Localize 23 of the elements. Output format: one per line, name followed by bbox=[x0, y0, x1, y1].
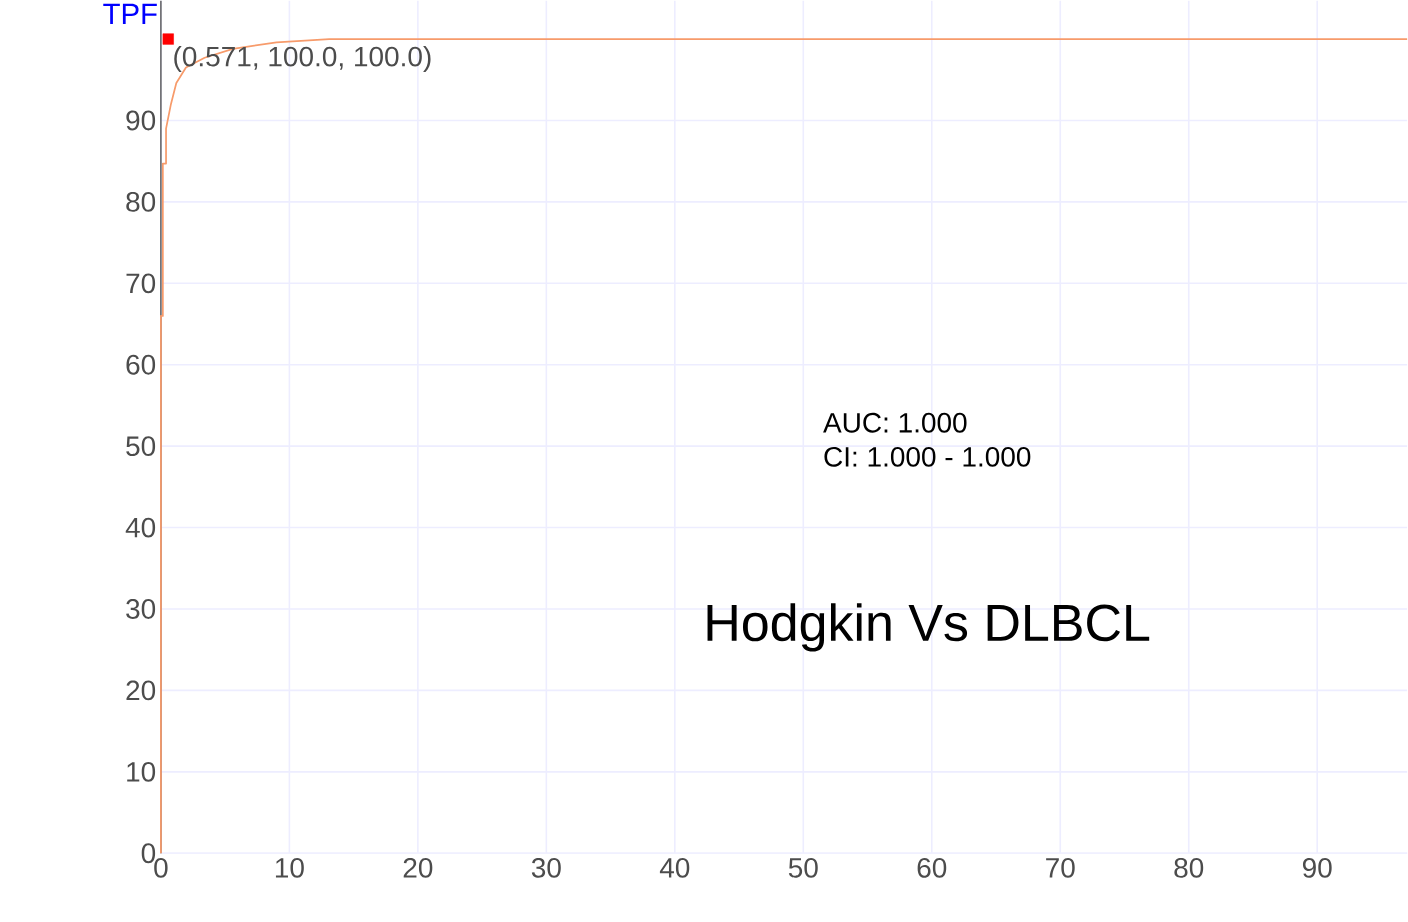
annotation: AUC: 1.000 bbox=[823, 412, 967, 433]
y-tick-label: 90 bbox=[126, 110, 156, 131]
x-tick-label: 50 bbox=[788, 857, 818, 878]
x-tick-label: 80 bbox=[1174, 857, 1204, 878]
y-tick-label: 60 bbox=[126, 354, 156, 375]
x-tick-label: 10 bbox=[275, 857, 304, 878]
y-tick-label: 70 bbox=[126, 273, 156, 294]
x-tick-label: 70 bbox=[1046, 857, 1075, 878]
annotation: CI: 1.000 - 1.000 bbox=[824, 446, 1031, 467]
x-tick-label: 60 bbox=[917, 857, 947, 878]
x-tick-label: 30 bbox=[531, 857, 561, 878]
y-tick-label: 0 bbox=[141, 843, 156, 864]
text: Hodgkin Vs DLBCL bbox=[707, 603, 1150, 652]
y-tick-label: 50 bbox=[126, 436, 156, 456]
x-tick-label: 20 bbox=[403, 857, 433, 878]
y-tick-label: 10 bbox=[127, 761, 156, 782]
x-tick-label: 90 bbox=[1302, 857, 1332, 878]
y-tick-label: 40 bbox=[125, 517, 156, 538]
y-tick-label: 20 bbox=[126, 680, 156, 701]
y-tick-label: 80 bbox=[126, 191, 156, 212]
x-tick-label: 40 bbox=[659, 857, 690, 878]
y-axis-title: TPF bbox=[103, 3, 157, 24]
y-tick-label: 30 bbox=[126, 598, 156, 619]
